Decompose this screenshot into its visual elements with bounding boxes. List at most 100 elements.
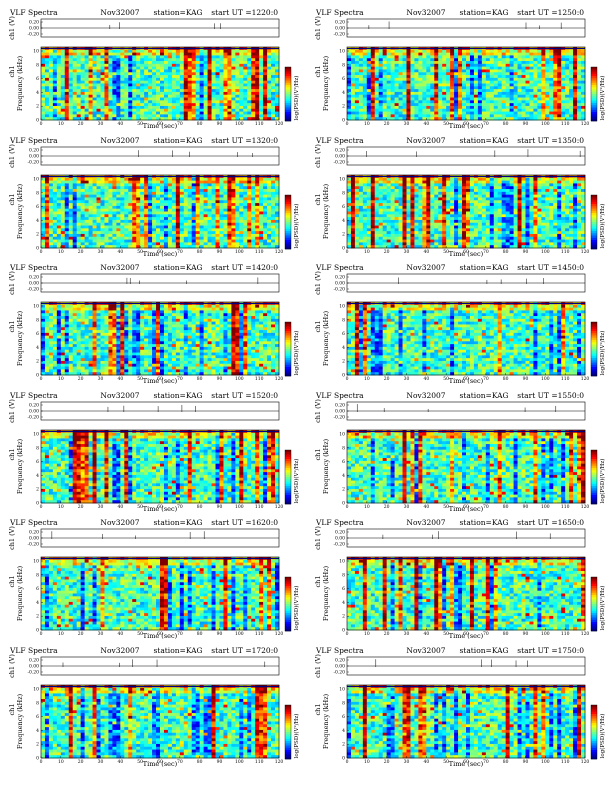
heatmap-cell bbox=[120, 49, 125, 54]
heatmap-cell bbox=[211, 225, 216, 229]
heatmap-cell bbox=[175, 230, 181, 234]
heatmap-cell bbox=[473, 100, 479, 104]
heatmap-cell bbox=[80, 208, 86, 212]
heatmap-cell bbox=[179, 241, 185, 246]
heatmap-cell bbox=[422, 69, 427, 73]
heatmap-cell bbox=[136, 205, 141, 209]
heatmap-cell bbox=[52, 213, 58, 218]
heatmap-cell bbox=[477, 55, 483, 59]
heatmap-cell bbox=[88, 105, 93, 110]
heatmap-cell bbox=[88, 66, 93, 70]
heatmap-cell bbox=[438, 61, 443, 65]
heatmap-cell bbox=[366, 100, 372, 104]
heatmap-cell bbox=[41, 241, 46, 246]
heatmap-cell bbox=[454, 111, 459, 115]
heatmap-cell bbox=[60, 222, 66, 226]
heatmap-cell bbox=[374, 66, 380, 70]
heatmap-cell bbox=[223, 117, 228, 121]
heatmap-cell bbox=[48, 89, 54, 93]
heatmap-cell bbox=[497, 91, 503, 96]
heatmap-cell bbox=[247, 58, 252, 62]
heatmap-cell bbox=[223, 75, 228, 79]
heatmap-cell bbox=[235, 219, 240, 223]
heatmap-cell bbox=[60, 205, 66, 209]
heatmap-cell bbox=[88, 83, 93, 87]
heatmap-cell bbox=[116, 97, 121, 101]
heatmap-cell bbox=[56, 89, 62, 93]
heatmap-cell bbox=[215, 194, 220, 198]
heatmap-cell bbox=[569, 103, 574, 107]
panel-start-ut: start UT =1320:0 bbox=[211, 136, 278, 145]
heatmap-cell bbox=[80, 191, 86, 195]
heatmap-cell bbox=[41, 66, 46, 70]
heatmap-cell bbox=[469, 108, 475, 112]
heatmap-cell bbox=[171, 77, 177, 82]
heatmap-cell bbox=[477, 49, 483, 54]
heatmap-cell bbox=[56, 216, 62, 220]
heatmap-cell bbox=[517, 97, 522, 101]
heatmap-cell bbox=[525, 111, 530, 115]
heatmap-cell bbox=[48, 55, 54, 59]
panel-date: Nov32007 bbox=[406, 136, 445, 145]
heatmap-cell bbox=[251, 91, 256, 96]
heatmap-cell bbox=[175, 105, 181, 110]
heatmap-cell bbox=[84, 63, 89, 68]
heatmap-cell bbox=[156, 225, 161, 229]
heatmap-cell bbox=[466, 49, 471, 54]
heatmap-cell bbox=[215, 219, 220, 223]
heatmap-cell bbox=[275, 213, 280, 218]
time-tick-label: 10 bbox=[364, 121, 370, 127]
heatmap-cell bbox=[148, 58, 153, 62]
heatmap-cell bbox=[60, 77, 66, 82]
heatmap-cell bbox=[454, 63, 459, 68]
heatmap-cell bbox=[183, 111, 189, 115]
heatmap-cell bbox=[60, 191, 66, 195]
heatmap-cell bbox=[430, 89, 435, 93]
heatmap-cell bbox=[136, 91, 141, 96]
heatmap-cell bbox=[211, 58, 216, 62]
heatmap-cell bbox=[152, 94, 157, 98]
heatmap-cell bbox=[418, 94, 423, 98]
heatmap-cell bbox=[108, 111, 113, 115]
heatmap-cell bbox=[398, 77, 403, 82]
heatmap-cell bbox=[227, 80, 232, 84]
heatmap-cell bbox=[92, 236, 97, 240]
heatmap-cell bbox=[195, 72, 201, 76]
heatmap-cell bbox=[88, 216, 93, 220]
heatmap-cell bbox=[267, 230, 272, 234]
heatmap-cell bbox=[414, 75, 419, 79]
colorbar-step bbox=[285, 239, 291, 243]
heatmap-cell bbox=[72, 202, 78, 206]
heatmap-cell bbox=[255, 194, 260, 198]
heatmap-cell bbox=[362, 55, 368, 59]
heatmap-cell bbox=[128, 216, 133, 220]
heatmap-cell bbox=[347, 191, 352, 195]
heatmap-cell bbox=[156, 83, 161, 87]
heatmap-cell bbox=[84, 111, 89, 115]
heatmap-cell bbox=[72, 188, 78, 192]
heatmap-cell bbox=[64, 188, 70, 192]
heatmap-cell bbox=[128, 89, 133, 93]
heatmap-cell bbox=[473, 52, 479, 56]
heatmap-cell bbox=[271, 61, 276, 65]
heatmap-cell bbox=[434, 86, 439, 90]
heatmap-cell bbox=[223, 72, 228, 76]
heatmap-cell bbox=[92, 100, 97, 104]
heatmap-cell bbox=[358, 58, 364, 62]
heatmap-cell bbox=[275, 241, 280, 246]
heatmap-cell bbox=[215, 83, 220, 87]
heatmap-cell bbox=[438, 97, 443, 101]
heatmap-cell bbox=[481, 72, 487, 76]
ch-tick-label: 0.00 bbox=[29, 153, 39, 159]
heatmap-cell bbox=[76, 52, 82, 56]
heatmap-cell bbox=[497, 75, 503, 79]
heatmap-cell bbox=[259, 69, 264, 73]
heatmap-cell bbox=[144, 244, 149, 248]
heatmap-cell bbox=[68, 69, 74, 73]
heatmap-cell bbox=[275, 83, 280, 87]
heatmap-cell bbox=[179, 117, 185, 121]
heatmap-cell bbox=[243, 55, 248, 59]
heatmap-cell bbox=[509, 69, 514, 73]
heatmap-cell bbox=[537, 61, 542, 65]
heatmap-cell bbox=[191, 55, 197, 59]
